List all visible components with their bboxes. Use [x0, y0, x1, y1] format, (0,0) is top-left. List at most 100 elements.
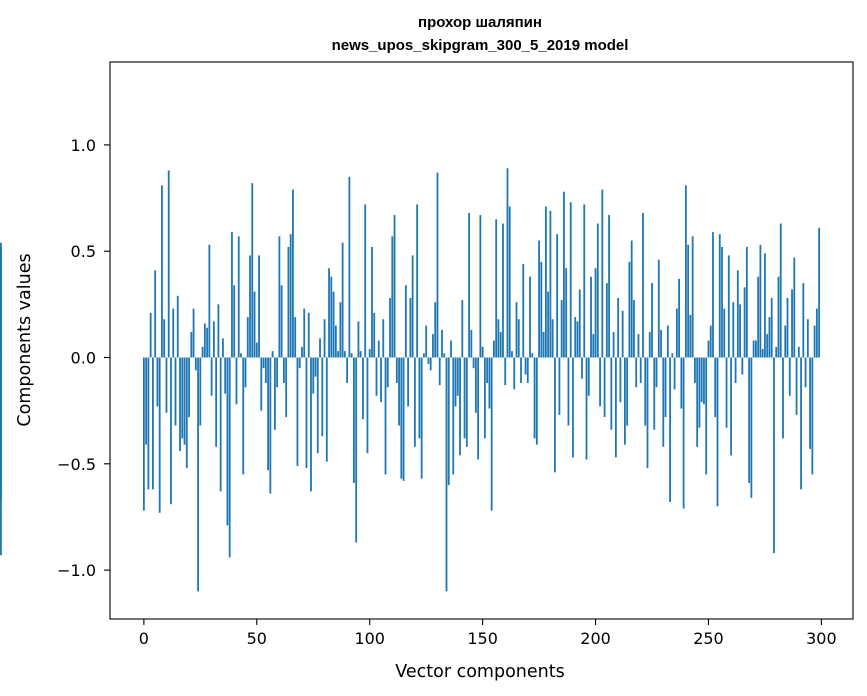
bar — [404, 285, 407, 358]
bar — [375, 357, 378, 396]
bar — [368, 349, 371, 358]
bar — [332, 291, 335, 358]
bar — [709, 325, 712, 358]
bar — [233, 285, 236, 358]
bar — [583, 204, 586, 358]
bar — [522, 263, 525, 358]
bar — [264, 357, 267, 384]
bar — [777, 276, 780, 358]
bar — [438, 357, 441, 386]
bar — [529, 276, 531, 358]
bar — [633, 300, 635, 358]
bar — [574, 317, 577, 358]
bar — [278, 236, 281, 358]
bar — [253, 291, 256, 358]
bar — [544, 206, 547, 358]
bar — [614, 357, 617, 458]
bar — [502, 223, 504, 358]
bar — [569, 202, 572, 358]
bar — [628, 261, 631, 358]
bar — [237, 236, 240, 358]
bar — [436, 172, 439, 358]
bar — [165, 357, 168, 413]
bar — [727, 255, 730, 358]
bar — [382, 319, 385, 358]
bar — [147, 357, 150, 490]
bar — [671, 353, 674, 358]
bar — [343, 351, 346, 358]
bar — [312, 357, 315, 394]
bar — [384, 357, 387, 475]
bar — [314, 357, 317, 377]
bar — [680, 357, 683, 409]
bar — [325, 357, 328, 462]
bar — [587, 357, 590, 396]
bar — [725, 357, 728, 428]
bar — [700, 357, 703, 403]
bar — [483, 357, 486, 439]
x-axis-ticks: 0 50 100 150 200 250 300 — [139, 619, 837, 648]
bar — [434, 302, 437, 358]
x-tick-label: 100 — [354, 629, 385, 648]
bar — [280, 285, 283, 358]
bar — [714, 357, 717, 418]
bar — [626, 357, 629, 426]
bar — [655, 357, 658, 388]
bar — [219, 357, 222, 492]
bar — [310, 357, 312, 492]
bar — [666, 325, 669, 358]
bar — [596, 223, 599, 358]
bar — [167, 170, 170, 358]
bar — [533, 357, 536, 439]
bar — [262, 357, 265, 369]
bar — [743, 287, 746, 358]
x-tick-label: 250 — [693, 629, 724, 648]
bar — [319, 338, 321, 358]
bar — [653, 357, 656, 430]
bar — [427, 357, 430, 364]
bar — [773, 357, 775, 554]
bar — [775, 346, 778, 358]
bar — [477, 357, 480, 460]
bar — [599, 357, 601, 407]
bar — [208, 244, 211, 358]
bar — [637, 334, 640, 358]
bar — [149, 312, 152, 358]
bar — [488, 357, 491, 409]
bar — [761, 349, 764, 358]
bar — [524, 357, 527, 375]
bar — [691, 236, 694, 358]
bar — [784, 325, 787, 358]
bar — [526, 357, 529, 384]
bar — [806, 319, 809, 358]
bar — [513, 357, 516, 390]
bar — [592, 334, 595, 358]
bar — [339, 302, 342, 358]
bar — [393, 215, 396, 358]
bar — [231, 232, 233, 358]
bar — [736, 270, 739, 358]
bar — [395, 357, 398, 384]
bar — [754, 340, 757, 358]
bar — [371, 246, 373, 358]
bar — [651, 283, 653, 358]
bar — [770, 297, 773, 358]
bar — [648, 332, 651, 358]
bar — [605, 283, 608, 358]
bar — [377, 340, 380, 358]
bar — [809, 357, 811, 449]
bar — [768, 317, 771, 358]
bar — [472, 357, 475, 369]
bar — [359, 351, 362, 358]
bar — [330, 276, 333, 358]
bar — [782, 357, 784, 439]
bar — [321, 357, 324, 437]
bar — [0, 336, 2, 358]
bar — [517, 319, 520, 358]
bar — [301, 346, 303, 358]
bar — [504, 357, 507, 386]
plot-frame — [109, 61, 854, 620]
bar — [461, 300, 464, 358]
x-axis-label: Vector components — [395, 662, 564, 682]
